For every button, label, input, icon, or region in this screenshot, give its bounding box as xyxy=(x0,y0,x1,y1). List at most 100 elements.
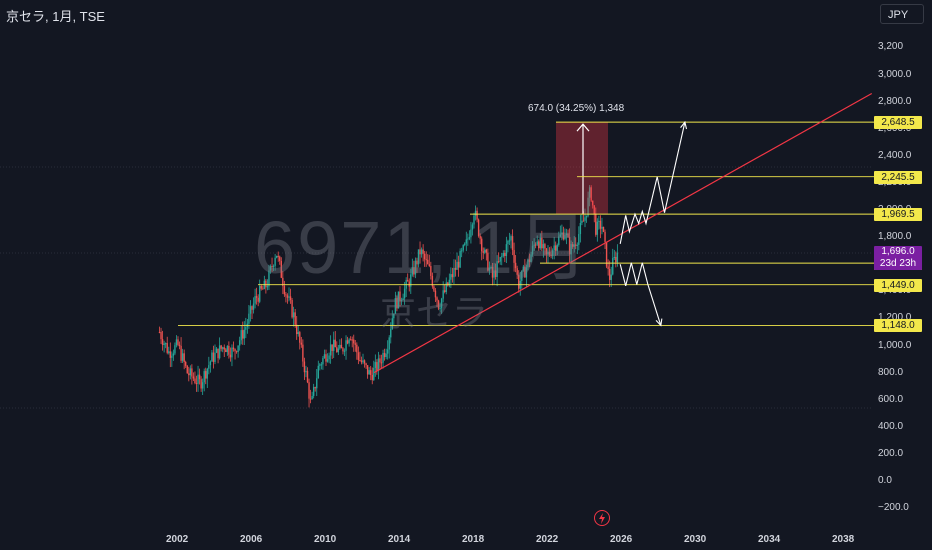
lightning-icon[interactable] xyxy=(594,510,610,526)
candle-body xyxy=(360,360,363,363)
time-tick-label: 2006 xyxy=(240,534,263,545)
candle-body xyxy=(320,364,323,366)
candle-body xyxy=(171,355,173,358)
candle-body xyxy=(516,268,518,275)
candle-body xyxy=(527,259,529,268)
candle-body xyxy=(439,308,441,310)
candle-body xyxy=(474,210,477,216)
current-price-tag: 1,696.0 23d 23h xyxy=(874,246,922,270)
candle-body xyxy=(254,296,256,304)
candle-body xyxy=(453,267,455,278)
time-tick-label: 2014 xyxy=(388,534,411,545)
candle-body xyxy=(550,254,552,257)
candle-body xyxy=(578,234,580,245)
candle-body xyxy=(279,256,281,261)
candle-body xyxy=(534,244,537,246)
candle-body xyxy=(183,353,185,363)
price-tick-label: 3,200 xyxy=(878,41,904,53)
candle-body xyxy=(505,244,508,257)
candle-body xyxy=(391,318,393,330)
chart-grid xyxy=(0,166,872,409)
candle-body xyxy=(268,270,270,287)
candle-body xyxy=(354,343,356,345)
candle-body xyxy=(462,245,464,251)
candle-body xyxy=(511,236,514,251)
candle-body xyxy=(528,259,531,262)
candle-body xyxy=(601,226,603,229)
candle-body xyxy=(368,370,370,375)
level-price-tag: 1,969.5 xyxy=(874,208,922,222)
candle-body xyxy=(311,395,313,399)
candle-body xyxy=(484,249,486,253)
candle-body xyxy=(420,249,423,255)
candle-body xyxy=(218,345,221,359)
candle-body xyxy=(238,340,241,346)
name-watermark: 京セラ xyxy=(380,292,489,333)
candle-body xyxy=(337,348,340,353)
price-tick-label: 600.0 xyxy=(878,393,904,405)
candle-body xyxy=(433,286,435,291)
level-price-tag: 2,648.5 xyxy=(874,116,922,130)
candle-body xyxy=(260,285,262,289)
candle-body xyxy=(259,285,261,302)
candle-body xyxy=(317,365,319,379)
candle-body xyxy=(530,254,532,262)
candle-body xyxy=(451,274,454,278)
candle-body xyxy=(538,241,540,249)
candle-body xyxy=(319,364,321,366)
candle-body xyxy=(305,370,307,373)
candle-body xyxy=(510,236,512,241)
candle-body xyxy=(385,353,387,358)
candle-body xyxy=(200,379,202,389)
candle-body xyxy=(576,244,578,246)
symbol-title[interactable]: 京セラ, 1月, TSE xyxy=(6,9,105,24)
candle-body xyxy=(189,368,192,376)
candle-body xyxy=(579,222,582,235)
candle-body xyxy=(302,344,304,362)
candle-body xyxy=(377,358,380,372)
candle-body xyxy=(376,362,378,372)
candle-body xyxy=(177,339,179,345)
candle-body xyxy=(436,297,438,301)
candle-body xyxy=(325,354,327,362)
candle-body xyxy=(242,330,244,339)
candle-body xyxy=(497,261,500,263)
price-tick-label: 1,200.0 xyxy=(878,312,912,324)
candle-body xyxy=(181,353,184,361)
bar-countdown: 23d 23h xyxy=(879,258,917,269)
candle-body xyxy=(334,339,336,348)
candle-body xyxy=(507,241,509,245)
candle-body xyxy=(328,355,330,360)
candle-body xyxy=(565,233,568,236)
candle-body xyxy=(240,330,242,341)
candle-body xyxy=(205,371,207,379)
currency-button[interactable]: JPY xyxy=(880,4,924,24)
candle-body xyxy=(558,236,560,245)
candle-body xyxy=(581,220,583,223)
candle-body xyxy=(274,257,276,266)
candle-body xyxy=(373,367,375,381)
candle-body xyxy=(531,245,534,255)
candle-body xyxy=(490,266,492,268)
candle-body xyxy=(613,256,615,258)
candle-body xyxy=(471,224,474,230)
candle-body xyxy=(312,387,315,396)
candle-body xyxy=(356,344,358,353)
candle-body xyxy=(288,296,290,298)
candle-body xyxy=(172,353,175,356)
candle-body xyxy=(345,340,347,351)
candle-body xyxy=(448,279,451,286)
candle-body xyxy=(481,238,483,252)
bearish-projection-path xyxy=(619,262,662,326)
candle-body xyxy=(437,300,440,309)
candle-body xyxy=(280,260,282,278)
candle-body xyxy=(388,337,390,350)
candle-body xyxy=(598,220,600,222)
candle-body xyxy=(431,275,434,287)
candle-body xyxy=(322,358,324,365)
candle-body xyxy=(308,382,310,399)
candle-body xyxy=(587,197,589,216)
candle-body xyxy=(237,345,239,353)
candle-body xyxy=(514,262,517,269)
